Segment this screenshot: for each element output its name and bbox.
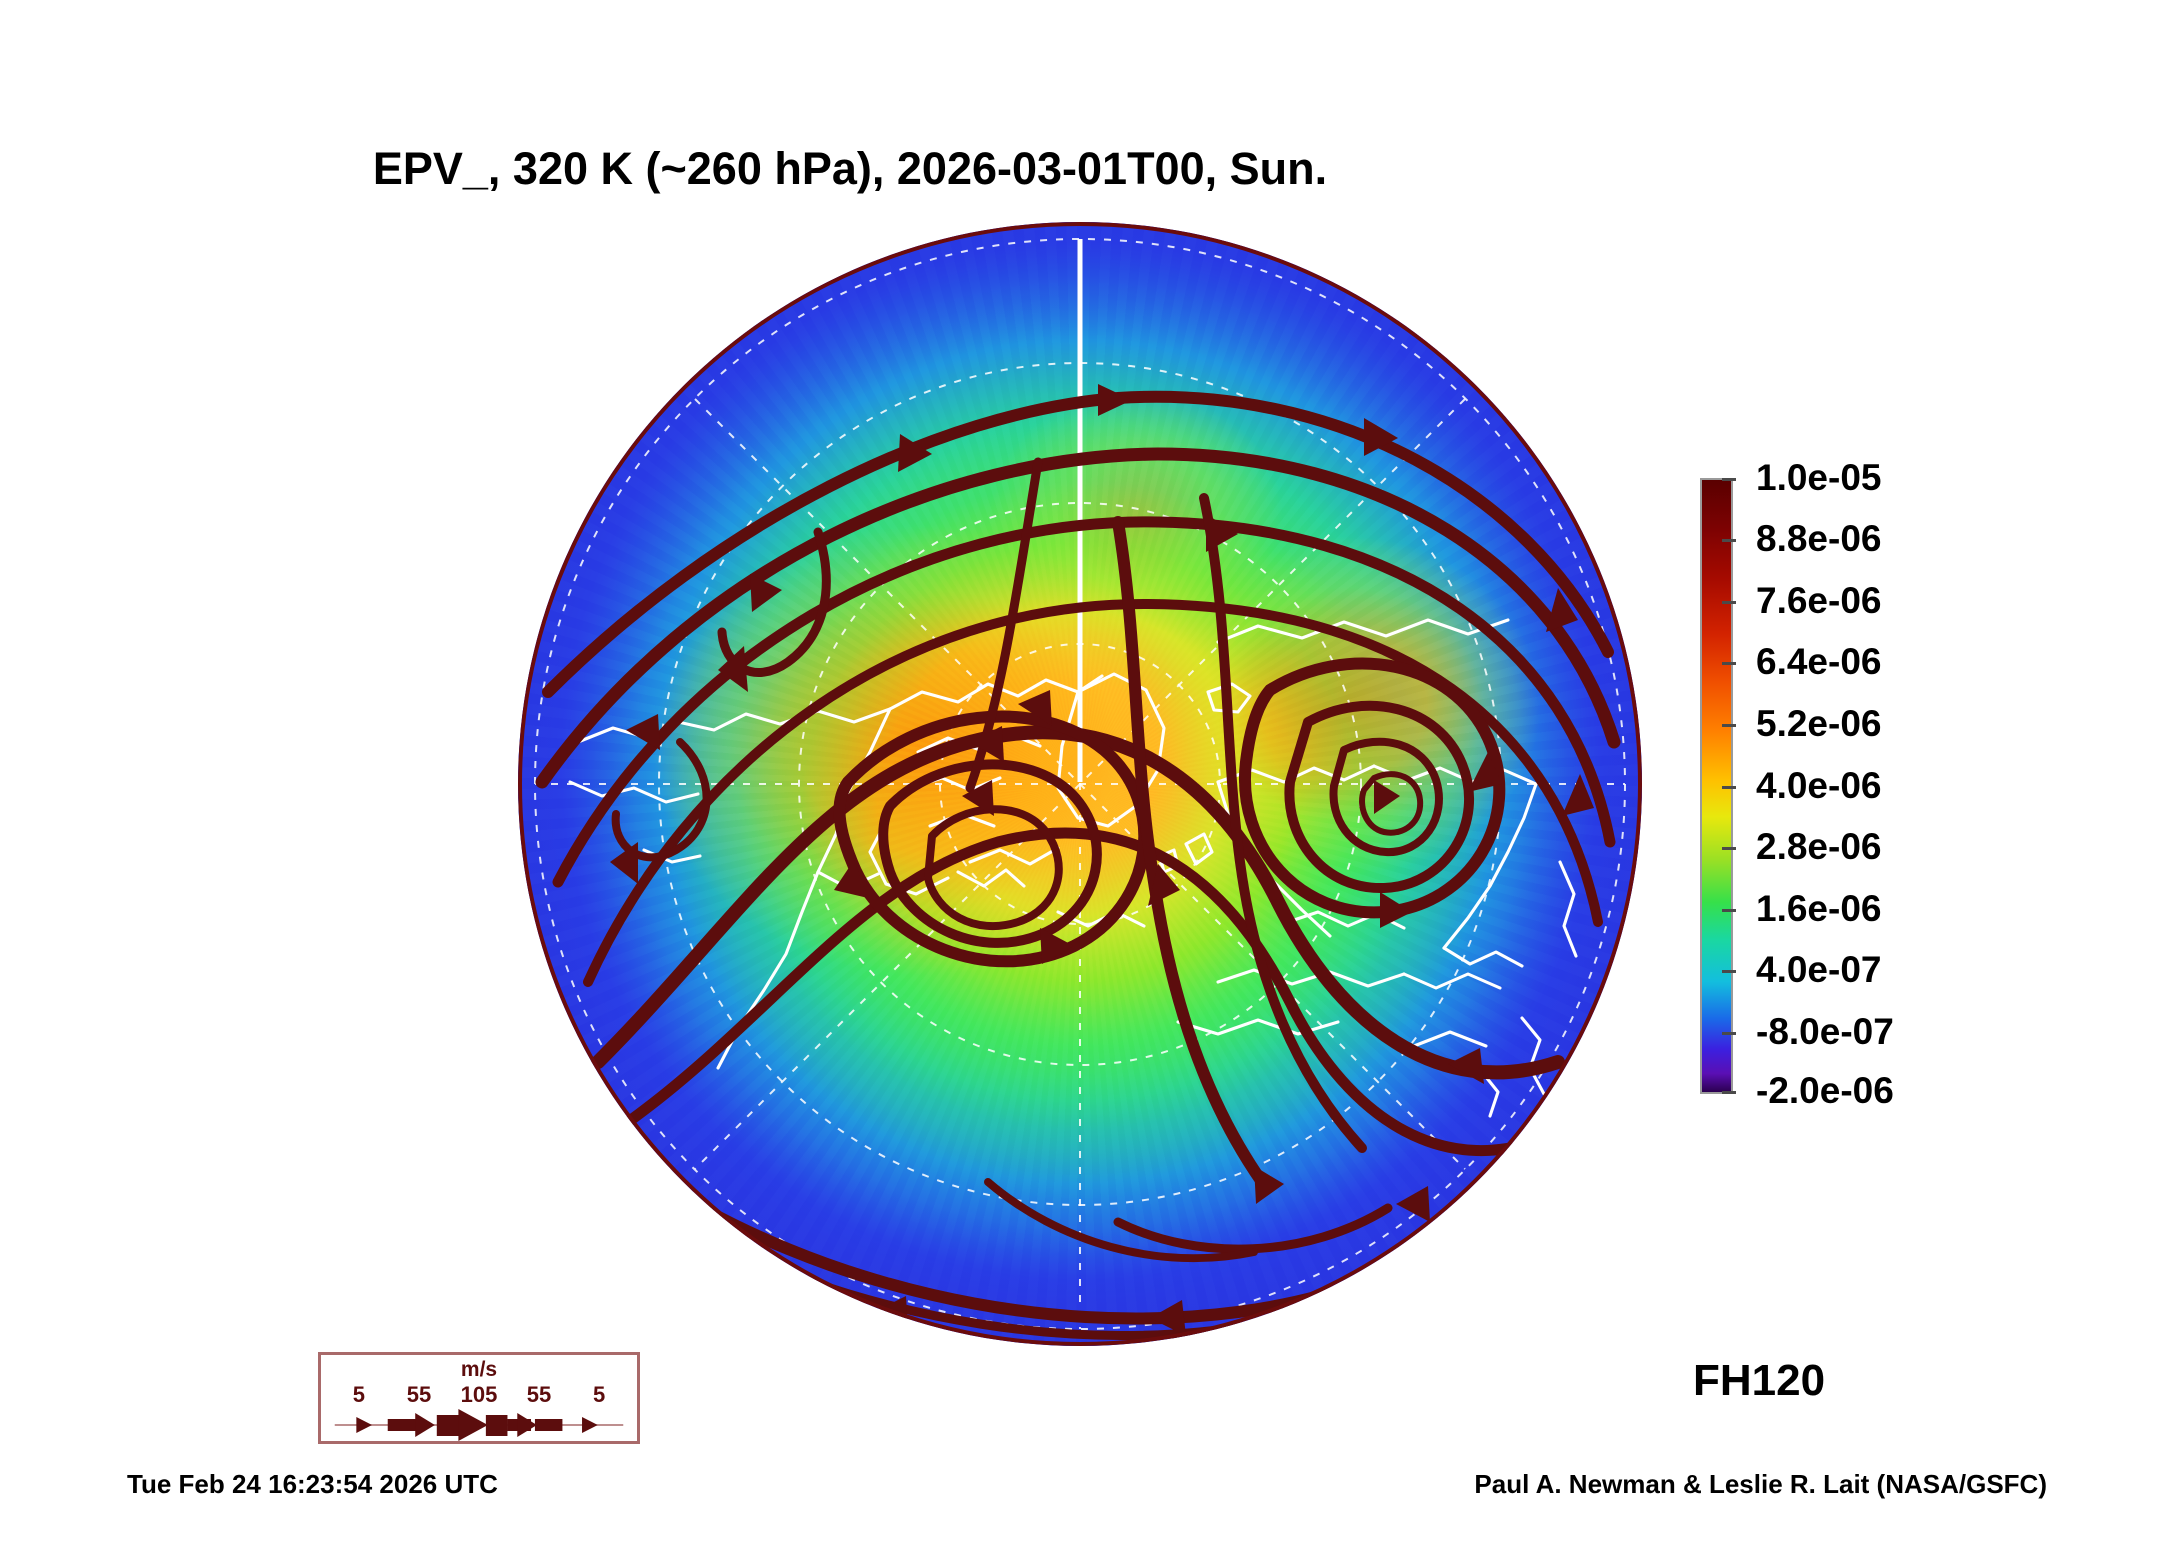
colorbar-tick	[1722, 847, 1736, 850]
colorbar-label: -8.0e-07	[1756, 1011, 1894, 1052]
forecast-hour-label: FH120	[1693, 1356, 1826, 1405]
colorbar-label: 8.8e-06	[1756, 518, 1882, 559]
generation-timestamp: Tue Feb 24 16:23:54 2026 UTC	[127, 1469, 498, 1499]
streamline-arrowheads	[610, 384, 1594, 1336]
wind-key-tick: 5	[592, 1382, 606, 1407]
colorbar-label: -2.0e-06	[1756, 1070, 1894, 1111]
colorbar-label: 6.4e-06	[1756, 641, 1882, 682]
colorbar-tick	[1722, 909, 1736, 912]
colorbar-label: 1.6e-06	[1756, 888, 1882, 929]
colorbar-tick	[1722, 662, 1736, 665]
colorbar-label: 1.0e-05	[1756, 457, 1882, 498]
wind-speed-key: m/s 5 55 105 55 5	[318, 1352, 640, 1444]
polar-map-panel	[518, 222, 1642, 1346]
author-credit: Paul A. Newman & Leslie R. Lait (NASA/GS…	[1474, 1469, 2047, 1499]
colorbar-tick	[1722, 786, 1736, 789]
map-overlays	[518, 222, 1642, 1346]
page-title: EPV_, 320 K (~260 hPa), 2026-03-01T00, S…	[372, 143, 1328, 194]
wind-streamlines	[535, 390, 1621, 1340]
colorbar-tick	[1722, 1032, 1736, 1035]
wind-key-unit-label: m/s	[460, 1358, 498, 1381]
colorbar-tick	[1722, 539, 1736, 542]
colorbar-label: 4.0e-07	[1756, 949, 1882, 990]
colorbar-tick	[1722, 724, 1736, 727]
colorbar-label: 4.0e-06	[1756, 765, 1882, 806]
colorbar-label: 7.6e-06	[1756, 580, 1882, 621]
globe-outline	[518, 222, 1642, 1346]
wind-key-tick: 55	[526, 1382, 552, 1407]
wind-key-tick: 55	[406, 1382, 432, 1407]
globe-disc	[518, 222, 1642, 1346]
colorbar-tick	[1722, 601, 1736, 604]
colorbar-label: 2.8e-06	[1756, 826, 1882, 867]
wind-key-arrows	[334, 1409, 624, 1441]
colorbar-tick	[1722, 478, 1736, 481]
wind-key-tick: 105	[460, 1382, 498, 1407]
wind-key-tick: 5	[352, 1382, 366, 1407]
colorbar-label: 5.2e-06	[1756, 703, 1882, 744]
colorbar-tick	[1722, 970, 1736, 973]
colorbar: 1.0e-05 8.8e-06 7.6e-06 6.4e-06 5.2e-06 …	[1700, 457, 2130, 1111]
colorbar-tick	[1722, 1091, 1736, 1094]
